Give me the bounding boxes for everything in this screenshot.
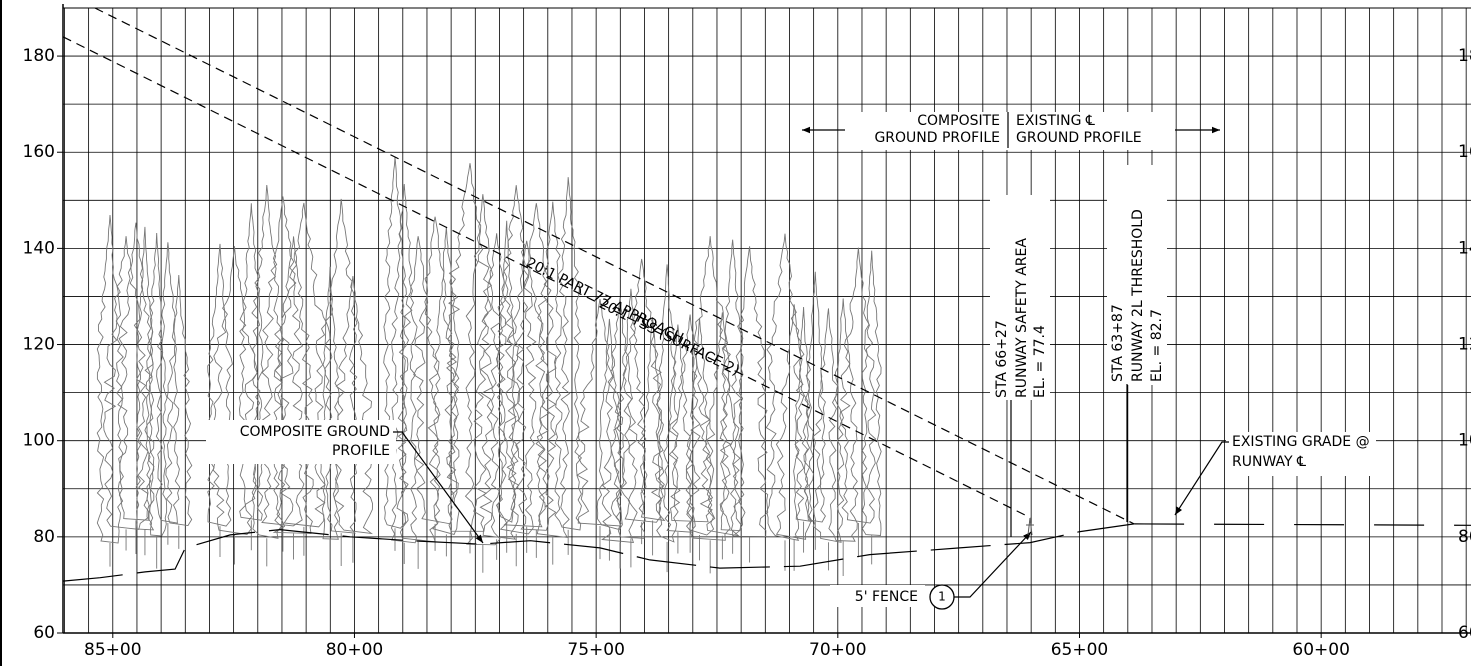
tree	[705, 312, 741, 560]
tree	[839, 247, 877, 558]
x-tick-label: 65+00	[1051, 640, 1109, 660]
tree	[640, 316, 666, 556]
y-tick-label-right: 80	[1458, 527, 1471, 547]
tree	[689, 236, 732, 574]
y-tick-label-right: 60	[1458, 623, 1471, 643]
tree	[145, 232, 168, 569]
composite-label: COMPOSITE GROUND	[240, 424, 390, 440]
tree	[803, 271, 826, 550]
y-tick-label: 160	[23, 142, 55, 162]
sta-label: STA 63+87	[1110, 304, 1126, 382]
tree	[554, 177, 583, 555]
y-tick-label: 120	[23, 335, 55, 355]
tree	[515, 203, 557, 558]
existing-label: EXISTING GRADE @	[1232, 434, 1370, 450]
header-label: COMPOSITE	[917, 113, 1000, 129]
tree	[96, 214, 124, 567]
label-bg	[830, 585, 925, 607]
tree	[861, 250, 882, 565]
tree	[655, 264, 679, 573]
x-tick-label: 75+00	[567, 640, 625, 660]
tree	[207, 243, 233, 557]
tree	[731, 246, 769, 563]
sta-label: EL. = 82.7	[1149, 309, 1165, 382]
grid	[63, 7, 1471, 634]
label-bg	[1226, 432, 1376, 476]
y-tick-label-right: 180	[1458, 46, 1471, 66]
y-tick-label-right: 100	[1458, 431, 1471, 451]
tree	[619, 258, 664, 545]
tree	[432, 226, 460, 557]
tree	[103, 236, 150, 551]
tree	[616, 288, 646, 568]
tree	[775, 304, 812, 571]
y-tick-label-right: 160	[1458, 142, 1471, 162]
tree	[165, 274, 193, 549]
existing-label: RUNWAY ℄	[1232, 454, 1306, 470]
tree	[812, 308, 845, 571]
sta-label: STA 66+27	[994, 320, 1010, 398]
fence	[1026, 517, 1034, 536]
leader	[393, 431, 484, 544]
y-tick-label: 60	[33, 623, 55, 643]
profile-line	[94, 7, 1135, 525]
label-bg	[990, 195, 1050, 400]
tree	[497, 220, 517, 553]
label-bg	[845, 112, 1175, 150]
tree	[211, 246, 258, 565]
tree	[117, 222, 155, 555]
profile-line	[1134, 523, 1471, 526]
tree	[495, 185, 537, 567]
tree	[320, 266, 340, 570]
tree	[576, 299, 624, 560]
header-label: EXISTING ℄	[1016, 113, 1095, 129]
tree	[828, 298, 859, 576]
tree	[396, 236, 440, 569]
tree	[535, 201, 571, 565]
tree	[413, 216, 458, 551]
profile-line	[62, 523, 1135, 582]
leader	[954, 531, 1032, 598]
header-label: GROUND PROFILE	[1016, 130, 1142, 146]
tree	[390, 183, 418, 564]
sta-label: RUNWAY SAFETY AREA	[1014, 238, 1030, 398]
label-bg	[1107, 165, 1167, 385]
tree	[279, 202, 328, 556]
y-tick-label: 180	[23, 46, 55, 66]
tree	[238, 203, 264, 551]
tree	[251, 184, 283, 567]
x-tick-label: 60+00	[1292, 640, 1350, 660]
leader	[1174, 441, 1229, 516]
sta-label: RUNWAY 2L THRESHOLD	[1130, 209, 1146, 382]
profile-line	[62, 36, 1031, 519]
fence-number: 1	[938, 590, 946, 604]
composite-label: PROFILE	[332, 443, 390, 459]
y-tick-label: 80	[33, 527, 55, 547]
trees	[96, 156, 882, 576]
tree	[503, 240, 551, 553]
header-label: GROUND PROFILE	[874, 130, 1000, 146]
x-tick-label: 70+00	[809, 640, 867, 660]
tree	[332, 276, 374, 563]
tree	[663, 324, 693, 554]
y-tick-label: 100	[23, 431, 55, 451]
tree	[765, 233, 805, 571]
x-tick-label: 85+00	[84, 640, 142, 660]
fence-label: 5' FENCE	[855, 589, 918, 605]
tree	[685, 317, 715, 561]
y-tick-label-right: 120	[1458, 335, 1471, 355]
annotations: 20:1 TSS (SURFACE 2) 20:1 PART 77 APPROA…	[206, 112, 1376, 610]
sta-label: EL. = 77.4	[1032, 325, 1048, 398]
x-tick-label: 80+00	[326, 640, 384, 660]
label-bg	[206, 420, 396, 464]
profile-lines	[62, 7, 1471, 582]
y-tick-label-right: 140	[1458, 238, 1471, 258]
y-tick-label: 140	[23, 238, 55, 258]
tree	[793, 307, 814, 553]
tree	[464, 194, 501, 573]
tree	[324, 198, 358, 566]
tree	[601, 297, 638, 569]
